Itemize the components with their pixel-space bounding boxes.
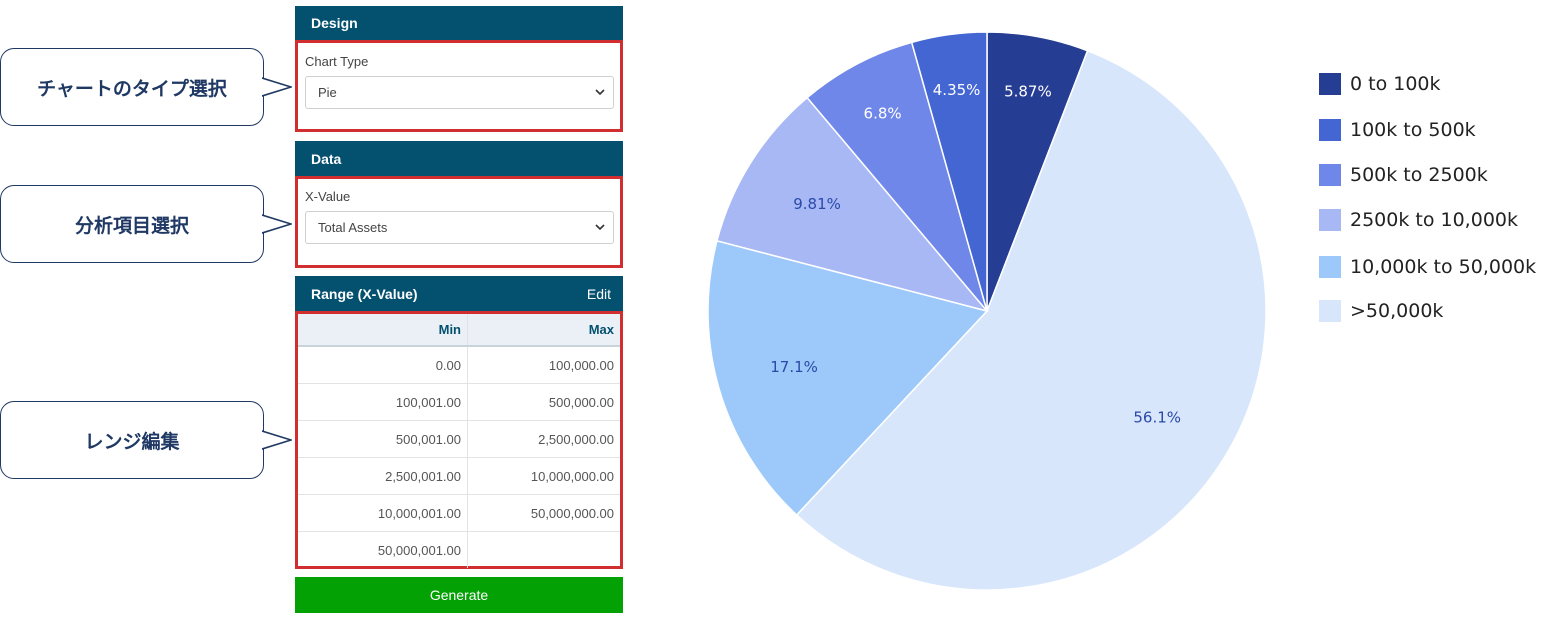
range-min-cell[interactable]: 10,000,001.00 (298, 494, 468, 532)
callout-range-edit-text: レンジ編集 (84, 430, 180, 453)
legend-label: 500k to 2500k (1350, 164, 1488, 186)
range-min-cell[interactable]: 100,001.00 (298, 383, 468, 421)
table-row[interactable]: 2,500,001.00 10,000,000.00 (298, 457, 620, 495)
range-min-cell[interactable]: 50,000,001.00 (298, 531, 468, 568)
legend-label: 0 to 100k (1350, 73, 1441, 95)
range-max-cell[interactable]: 50,000,000.00 (467, 494, 620, 532)
legend-label: 100k to 500k (1350, 119, 1476, 141)
callout-pointer (262, 430, 292, 450)
range-min-cell[interactable]: 2,500,001.00 (298, 457, 468, 495)
table-row[interactable]: 500,001.00 2,500,000.00 (298, 420, 620, 458)
legend-item[interactable]: 0 to 100k (1319, 73, 1441, 95)
table-row[interactable]: 10,000,001.00 50,000,000.00 (298, 494, 620, 532)
range-min-cell[interactable]: 0.00 (298, 345, 468, 384)
pie-slice (795, 49, 1267, 591)
x-value-label: X-Value (305, 189, 351, 204)
range-max-cell[interactable]: 10,000,000.00 (467, 457, 620, 495)
table-row[interactable]: 100,001.00 500,000.00 (298, 383, 620, 421)
design-panel: Chart Type Pie (295, 40, 623, 132)
legend-swatch (1319, 209, 1341, 231)
data-panel-header: Data (295, 141, 623, 176)
x-value-select[interactable]: Total Assets (305, 211, 614, 244)
table-row[interactable]: 0.00 100,000.00 (298, 345, 620, 384)
legend-item[interactable]: 2500k to 10,000k (1319, 209, 1518, 231)
callout-pointer (262, 77, 292, 97)
legend-swatch (1319, 256, 1341, 278)
pie-slice (716, 96, 990, 313)
edit-range-link[interactable]: Edit (586, 285, 611, 302)
data-panel-title: Data (311, 150, 342, 167)
range-table: Min Max 0.00 100,000.00 100,001.00 500,0… (298, 314, 620, 568)
pie-slice-label: 9.81% (793, 195, 841, 213)
design-panel-header: Design (295, 6, 623, 40)
chevron-down-icon (595, 224, 605, 231)
range-panel-header: Range (X-Value) Edit (295, 276, 623, 311)
legend-item[interactable]: 500k to 2500k (1319, 164, 1488, 186)
legend-swatch (1319, 73, 1341, 95)
legend-label: >50,000k (1350, 300, 1444, 322)
callout-analysis-item-text: 分析項目選択 (74, 214, 189, 237)
callout-pointer (262, 214, 292, 234)
range-max-cell[interactable]: 2,500,000.00 (467, 420, 620, 458)
pie-slice-label: 56.1% (1133, 409, 1181, 427)
range-max-cell[interactable]: 100,000.00 (467, 345, 620, 384)
pie-chart: 5.87% 56.1% 17.1% 9.81% 6.8% 4.35% (707, 31, 1267, 591)
pie-slice-label: 5.87% (1004, 83, 1052, 101)
chevron-down-icon (595, 89, 605, 96)
pie-slice (910, 31, 988, 312)
legend-label: 10,000k to 50,000k (1350, 256, 1537, 278)
legend-item[interactable]: >50,000k (1319, 300, 1443, 322)
pie-slice-label: 4.35% (933, 81, 981, 99)
table-row[interactable]: 50,000,001.00 (298, 531, 620, 568)
callout-chart-type: チャートのタイプ選択 (0, 48, 292, 126)
column-header-min: Min (298, 314, 468, 347)
pie-slice-label: 17.1% (770, 358, 818, 376)
pie-slice (707, 239, 989, 517)
chart-type-label: Chart Type (305, 54, 369, 69)
pie-slice-label: 6.8% (864, 105, 902, 123)
range-panel: Min Max 0.00 100,000.00 100,001.00 500,0… (295, 311, 623, 569)
data-panel: X-Value Total Assets (295, 176, 623, 268)
range-max-cell[interactable] (467, 531, 620, 568)
callout-chart-type-text: チャートのタイプ選択 (37, 77, 227, 100)
legend-item[interactable]: 10,000k to 50,000k (1319, 256, 1536, 278)
chart-type-value: Pie (318, 85, 337, 100)
pie-slice (806, 41, 988, 312)
range-panel-title: Range (X-Value) (311, 285, 418, 302)
callout-analysis-item: 分析項目選択 (0, 185, 292, 263)
callout-range-edit: レンジ編集 (0, 401, 292, 479)
legend-label: 2500k to 10,000k (1350, 209, 1518, 231)
range-min-cell[interactable]: 500,001.00 (298, 420, 468, 458)
legend-swatch (1319, 119, 1341, 141)
generate-button[interactable]: Generate (295, 577, 623, 613)
design-panel-title: Design (311, 15, 358, 31)
x-value-value: Total Assets (318, 220, 388, 235)
range-table-header: Min Max (298, 314, 620, 347)
legend-item[interactable]: 100k to 500k (1319, 119, 1476, 141)
legend-swatch (1319, 164, 1341, 186)
column-header-max: Max (467, 314, 620, 347)
range-max-cell[interactable]: 500,000.00 (467, 383, 620, 421)
legend-swatch (1319, 300, 1341, 322)
chart-type-select[interactable]: Pie (305, 76, 614, 109)
